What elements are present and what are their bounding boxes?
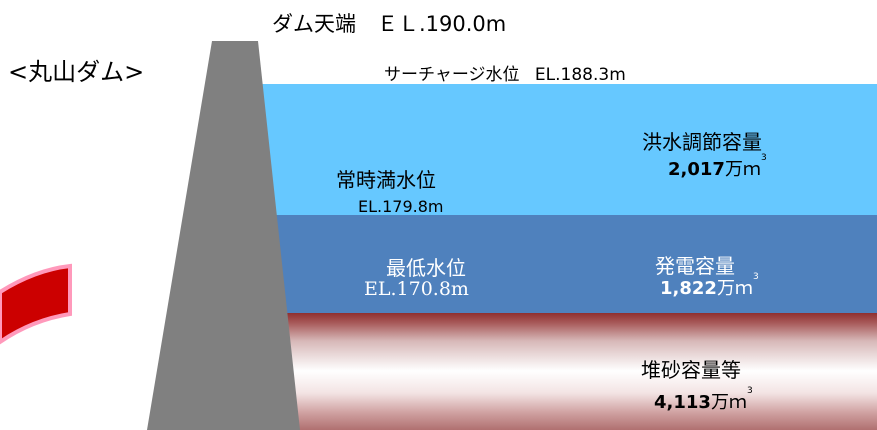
sediment-zone	[262, 313, 877, 430]
red-arrow-shape	[0, 263, 72, 345]
dam-name-title: <丸山ダム>	[8, 58, 145, 86]
normal-level-value: EL.179.8m	[358, 197, 444, 216]
sediment-unit-sup: 3	[746, 386, 753, 396]
flood-control-unit-sup: 3	[760, 153, 767, 163]
dam-crest-label: ダム天端 ＥＬ.190.0m	[272, 12, 507, 36]
normal-level-label: 常時満水位	[336, 168, 436, 192]
sediment-capacity-value: 4,113万ｍ3	[654, 386, 753, 414]
power-generation-zone	[262, 215, 877, 313]
power-unit-sup: 3	[752, 272, 759, 282]
minimum-level-value: EL.170.8m	[364, 278, 469, 300]
power-number: 1,822	[660, 278, 717, 299]
flood-control-unit: 万ｍ	[724, 159, 761, 180]
flood-control-zone	[262, 84, 877, 215]
surcharge-level-label: サーチャージ水位	[384, 65, 520, 85]
power-capacity-value: 1,822万ｍ3	[660, 272, 759, 300]
surcharge-level-text: サーチャージ水位 EL.188.3m	[384, 60, 626, 85]
sediment-unit: 万ｍ	[710, 392, 747, 413]
flood-control-capacity-label: 洪水調節容量	[642, 130, 762, 154]
surcharge-level-value: EL.188.3m	[534, 65, 626, 85]
power-unit: 万ｍ	[716, 278, 753, 299]
sediment-number: 4,113	[654, 392, 711, 413]
sediment-capacity-label: 堆砂容量等	[641, 358, 741, 382]
flood-control-capacity-value: 2,017万ｍ3	[668, 153, 767, 181]
dam-body	[147, 41, 300, 430]
minimum-level-label: 最低水位	[386, 256, 466, 280]
power-capacity-label: 発電容量	[655, 254, 735, 278]
flood-control-number: 2,017	[668, 159, 725, 180]
